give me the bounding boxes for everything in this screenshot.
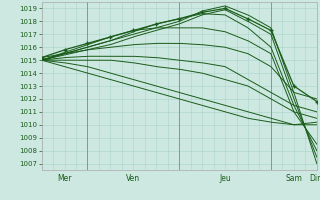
Text: Sam: Sam [285,174,302,183]
Text: Ven: Ven [126,174,140,183]
Text: Dim: Dim [309,174,320,183]
Text: Jeu: Jeu [219,174,231,183]
Text: Mer: Mer [57,174,72,183]
